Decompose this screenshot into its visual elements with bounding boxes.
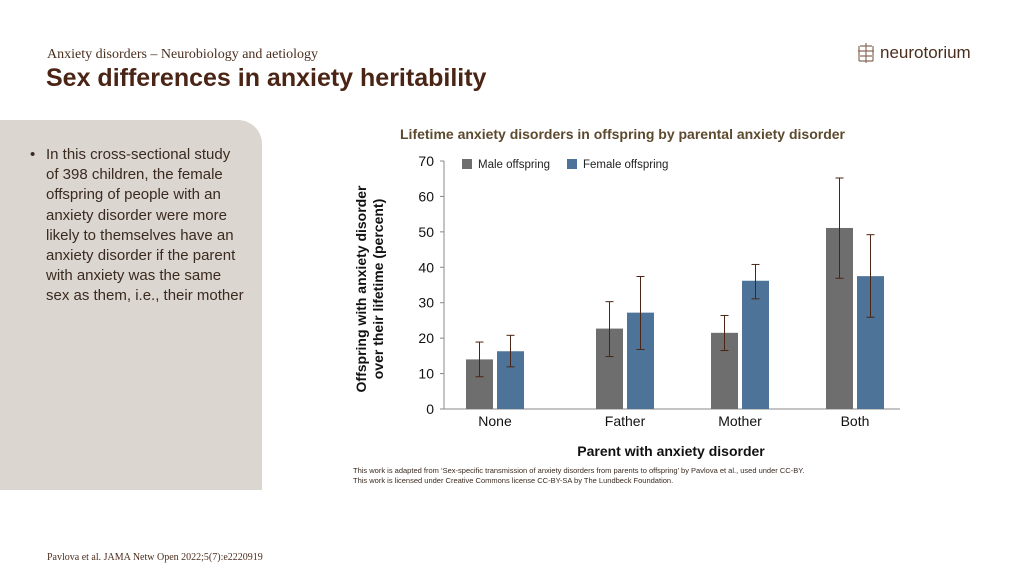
reference: Pavlova et al. JAMA Netw Open 2022;5(7):… [47,552,263,563]
x-tick-label: Father [605,413,646,429]
credit-line: This work is adapted from ‘Sex-specific … [353,466,805,475]
y-tick-label: 20 [418,330,434,346]
y-tick-label: 40 [418,259,434,275]
y-tick-label: 50 [418,224,434,240]
bar-female-offspring [742,280,769,409]
text-panel [0,120,262,490]
logo: neurotorium [856,42,971,64]
svg-text:Offspring with anxiety disorde: Offspring with anxiety disorder [353,185,369,392]
brain-icon [858,43,874,63]
y-tick-label: 10 [418,366,434,382]
legend-label: Female offspring [583,159,668,171]
logo-text: neurotorium [880,43,971,62]
bar-chart: Offspring with anxiety disorder over the… [353,153,900,459]
x-tick-label: Mother [718,413,762,429]
y-tick-label: 60 [418,188,434,204]
y-axis-label: Offspring with anxiety disorder over the… [353,185,386,392]
legend-swatch [462,159,472,169]
x-tick-label: None [478,413,512,429]
legend-label: Male offspring [478,159,550,171]
bullet-point: • In this cross-sectional study of 398 ch… [30,145,245,307]
slide-title: Sex differences in anxiety heritability [46,64,487,92]
x-axis-label: Parent with anxiety disorder [577,443,765,459]
credit-text: This work is adapted from ‘Sex-specific … [353,466,804,486]
y-tick-label: 0 [426,401,434,417]
credit-line: This work is licensed under Creative Com… [353,476,674,485]
svg-text:over their lifetime (percent): over their lifetime (percent) [370,199,386,380]
chart-title: Lifetime anxiety disorders in offspring … [400,126,845,142]
y-tick-label: 70 [418,153,434,169]
slide-subtitle: Anxiety disorders – Neurobiology and aet… [47,47,319,62]
x-tick-label: Both [841,413,870,429]
legend-swatch [567,159,577,169]
bullet-text: In this cross-sectional study of 398 chi… [46,146,244,305]
y-tick-label: 30 [418,295,434,311]
